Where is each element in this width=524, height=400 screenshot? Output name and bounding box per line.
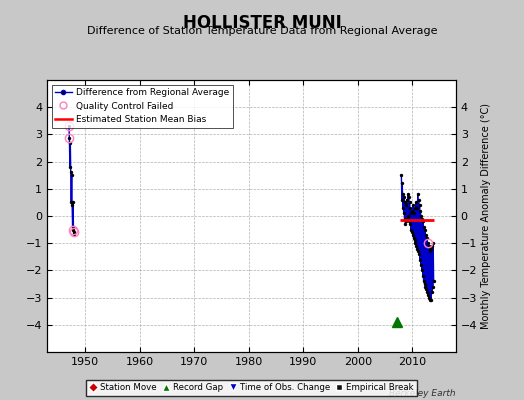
Point <box>423 240 432 246</box>
Point <box>68 172 76 178</box>
Point <box>413 191 422 198</box>
Point <box>417 262 425 268</box>
Point <box>416 256 424 263</box>
Point <box>407 226 415 233</box>
Point <box>405 194 413 200</box>
Point <box>412 205 421 211</box>
Point <box>70 229 78 236</box>
Point <box>401 199 409 206</box>
Point <box>423 289 431 295</box>
Legend: Station Move, Record Gap, Time of Obs. Change, Empirical Break: Station Move, Record Gap, Time of Obs. C… <box>85 380 418 396</box>
Point <box>406 221 414 227</box>
Point <box>429 284 437 290</box>
Point <box>403 216 411 222</box>
Point <box>411 205 419 211</box>
Point <box>397 172 406 178</box>
Point <box>68 202 77 208</box>
Point <box>429 240 438 246</box>
Point <box>424 292 432 298</box>
Point <box>408 229 416 236</box>
Point <box>412 199 420 206</box>
Point <box>424 243 433 249</box>
Point <box>408 207 417 214</box>
Point <box>423 234 431 241</box>
Text: Difference of Station Temperature Data from Regional Average: Difference of Station Temperature Data f… <box>87 26 437 36</box>
Point <box>410 237 419 244</box>
Text: HOLLISTER MUNI: HOLLISTER MUNI <box>183 14 341 32</box>
Point <box>417 213 425 219</box>
Point <box>427 297 435 304</box>
Point <box>69 224 77 230</box>
Point <box>398 196 406 203</box>
Point <box>67 169 75 176</box>
Point <box>406 199 414 206</box>
Point <box>398 180 407 186</box>
Point <box>421 226 429 233</box>
Point <box>402 202 410 208</box>
Point <box>400 216 409 222</box>
Legend: Difference from Regional Average, Quality Control Failed, Estimated Station Mean: Difference from Regional Average, Qualit… <box>52 84 233 128</box>
Point <box>411 240 420 246</box>
Point <box>414 248 422 254</box>
Point <box>425 246 434 252</box>
Point <box>428 243 436 249</box>
Point <box>401 221 410 227</box>
Point <box>420 281 429 287</box>
Point <box>426 297 434 304</box>
Y-axis label: Monthly Temperature Anomaly Difference (°C): Monthly Temperature Anomaly Difference (… <box>482 103 492 329</box>
Point <box>420 224 428 230</box>
Point <box>66 139 74 146</box>
Point <box>66 164 74 170</box>
Point <box>399 210 408 216</box>
Point <box>421 284 430 290</box>
Point <box>404 213 412 219</box>
Point <box>419 273 427 279</box>
Point <box>413 246 421 252</box>
Point <box>403 191 412 198</box>
Point <box>409 234 418 241</box>
Point <box>428 289 436 295</box>
Point <box>65 135 73 142</box>
Point <box>416 207 424 214</box>
Point <box>419 218 428 225</box>
Point <box>418 216 427 222</box>
Point <box>405 218 413 225</box>
Point <box>415 251 423 257</box>
Point <box>409 202 418 208</box>
Point <box>422 286 431 293</box>
Point <box>402 218 411 225</box>
Point <box>409 232 417 238</box>
Point <box>425 294 433 301</box>
Point <box>422 232 430 238</box>
Point <box>65 123 73 130</box>
Point <box>414 196 423 203</box>
Point <box>399 191 407 198</box>
Point <box>426 248 434 254</box>
Point <box>410 210 418 216</box>
Point <box>402 196 411 203</box>
Point <box>430 278 438 284</box>
Point <box>400 194 408 200</box>
Point <box>407 210 416 216</box>
Point <box>412 243 421 249</box>
Point <box>69 199 77 206</box>
Point <box>416 202 424 208</box>
Point <box>399 205 407 211</box>
Point <box>419 278 428 284</box>
Point <box>69 226 78 233</box>
Point <box>70 230 79 237</box>
Point <box>67 199 75 206</box>
Text: Berkeley Earth: Berkeley Earth <box>389 389 456 398</box>
Point <box>427 246 435 252</box>
Point <box>418 267 426 274</box>
Point <box>406 205 414 211</box>
